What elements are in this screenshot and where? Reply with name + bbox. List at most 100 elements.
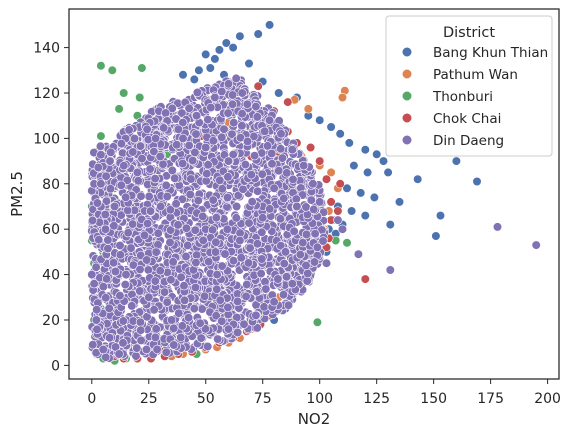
data-point	[192, 87, 202, 98]
data-point	[167, 103, 177, 113]
data-point	[213, 334, 223, 344]
data-point	[121, 270, 131, 280]
data-point	[273, 274, 283, 284]
data-point	[204, 257, 214, 267]
data-point	[289, 226, 299, 236]
data-point	[247, 197, 257, 207]
data-point	[360, 145, 370, 155]
data-point	[253, 29, 263, 39]
data-point	[101, 293, 111, 303]
data-point	[369, 192, 380, 202]
data-point	[132, 343, 142, 353]
data-point	[115, 240, 125, 251]
data-point	[223, 108, 233, 118]
data-point	[116, 139, 126, 149]
data-point	[321, 258, 332, 268]
data-point	[196, 333, 206, 343]
data-point	[145, 206, 156, 216]
data-point	[220, 249, 230, 259]
data-point	[119, 88, 129, 98]
data-point	[114, 349, 124, 359]
data-point	[165, 205, 175, 215]
x-tick-label: 150	[420, 391, 447, 407]
data-point	[252, 287, 262, 297]
x-tick-label: 200	[534, 391, 561, 407]
data-point	[267, 159, 277, 169]
data-point	[172, 140, 182, 150]
data-point	[301, 260, 311, 271]
data-point	[142, 255, 152, 265]
data-point	[211, 213, 221, 223]
data-point	[93, 162, 103, 173]
data-point	[227, 129, 237, 139]
data-point	[88, 340, 98, 350]
data-point	[231, 213, 241, 223]
data-point	[91, 315, 101, 325]
data-point	[223, 156, 234, 166]
data-point	[223, 79, 234, 89]
data-point	[378, 156, 389, 166]
data-point	[287, 279, 297, 289]
data-point	[472, 176, 482, 187]
legend-label: Chok Chai	[433, 111, 501, 127]
data-point	[353, 249, 364, 259]
data-point	[143, 265, 153, 275]
data-point	[232, 201, 242, 212]
legend-marker	[401, 134, 413, 146]
data-point	[245, 243, 255, 253]
data-point	[231, 73, 241, 83]
legend-title: District	[443, 25, 495, 41]
data-point	[150, 174, 160, 184]
data-point	[237, 109, 247, 119]
data-point	[167, 315, 177, 325]
data-point	[236, 253, 246, 263]
data-point	[206, 102, 216, 113]
data-point	[265, 115, 275, 125]
data-point	[166, 275, 176, 285]
data-point	[115, 250, 125, 260]
data-point	[252, 112, 262, 122]
data-point	[274, 166, 284, 176]
data-point	[109, 201, 120, 212]
data-point	[385, 220, 395, 230]
data-point	[201, 142, 211, 153]
data-point	[150, 276, 160, 286]
data-point	[235, 235, 245, 246]
data-point	[222, 224, 232, 234]
data-point	[162, 297, 172, 307]
data-point	[280, 247, 291, 257]
data-point	[135, 92, 145, 103]
data-point	[189, 74, 199, 84]
data-point	[394, 197, 405, 207]
data-point	[278, 290, 289, 300]
data-point	[198, 235, 208, 245]
data-point	[118, 338, 128, 348]
data-point	[128, 147, 138, 157]
data-point	[191, 129, 201, 139]
data-point	[233, 327, 243, 338]
x-tick-label: 25	[140, 391, 158, 407]
data-point	[431, 231, 441, 241]
data-point	[363, 167, 373, 177]
y-tick-label: 0	[51, 358, 60, 374]
data-point	[210, 54, 220, 64]
data-point	[101, 274, 112, 284]
data-point	[241, 291, 251, 302]
series-din-daeng	[87, 73, 541, 363]
data-point	[288, 174, 298, 184]
data-point	[169, 323, 179, 333]
y-tick-label: 20	[42, 313, 60, 329]
data-point	[126, 243, 136, 253]
data-point	[229, 118, 239, 128]
data-point	[233, 190, 243, 200]
data-point	[244, 218, 254, 228]
data-point	[191, 258, 201, 268]
data-point	[96, 131, 106, 141]
data-point	[344, 138, 354, 148]
data-point	[158, 159, 168, 169]
data-point	[235, 31, 245, 41]
data-point	[190, 282, 201, 293]
data-point	[104, 333, 115, 343]
data-point	[217, 86, 227, 97]
data-point	[531, 240, 541, 250]
